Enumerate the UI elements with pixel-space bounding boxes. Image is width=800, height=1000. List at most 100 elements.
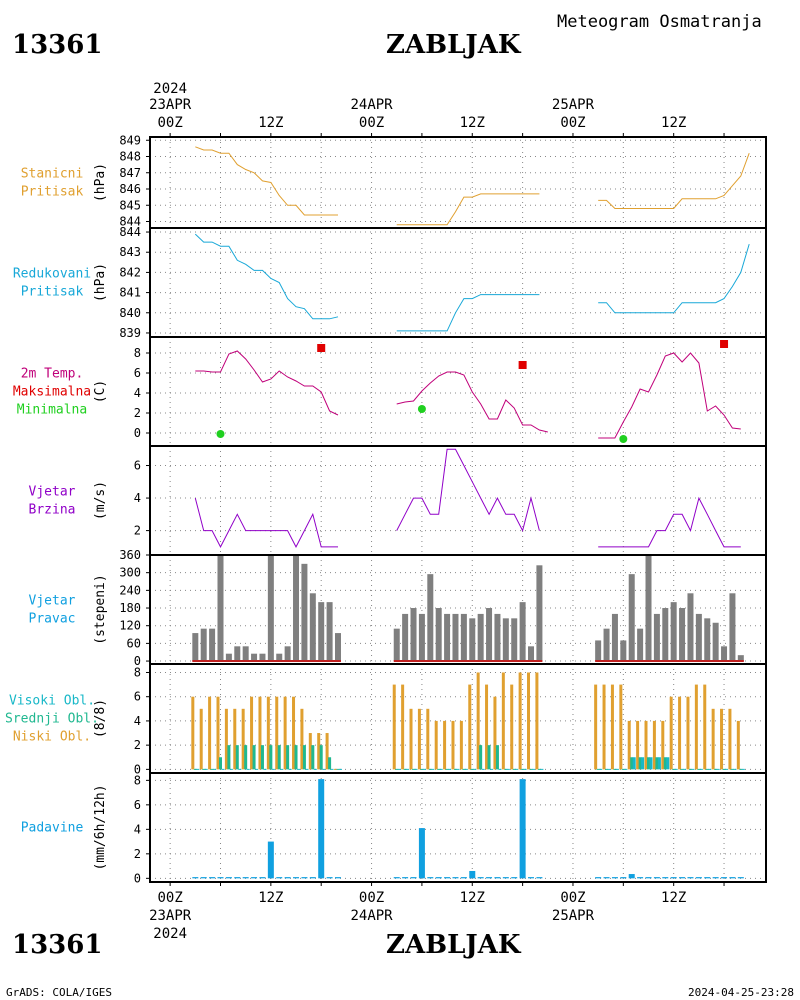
cloud-bar: [218, 757, 222, 770]
grads-credit: GrADS: COLA/IGES: [6, 986, 112, 999]
direction-bar: [653, 613, 660, 662]
generated-timestamp: 2024-04-25-23:28: [688, 986, 794, 999]
direction-bar: [595, 640, 602, 662]
y-tick-label: 8: [134, 665, 141, 679]
y-tick-label: 4: [134, 386, 141, 400]
direction-bar: [259, 653, 266, 662]
direction-bar: [611, 613, 618, 662]
panel-label: Pritisak: [21, 285, 84, 300]
bottom-time-label: 12Z: [258, 890, 283, 906]
station-name-bottom: ZABLJAK: [386, 930, 521, 960]
cloud-bar: [235, 745, 239, 770]
direction-bar: [267, 555, 274, 662]
precip-bar: [192, 877, 199, 879]
cloud-bar: [694, 684, 698, 770]
panel-label: Niski Obl.: [13, 730, 91, 745]
direction-bar: [410, 608, 417, 662]
panel-frame: [149, 227, 767, 338]
cloud-bar: [233, 708, 237, 770]
panel-frame: [149, 445, 767, 556]
precip-bar: [259, 877, 266, 879]
tmin-marker: [216, 430, 225, 438]
precip-bar: [217, 877, 224, 879]
precip-bar: [301, 877, 308, 879]
meteogram-title: Meteogram Osmatranja: [557, 12, 762, 32]
series-line: [396, 448, 540, 532]
cloud-bar: [241, 708, 245, 770]
top-time-label: 12Z: [258, 115, 283, 131]
direction-bar: [536, 565, 543, 662]
direction-bar: [334, 633, 341, 662]
panel-label: Vjetar: [29, 485, 76, 500]
precip-bar: [402, 877, 409, 879]
bottom-time-label: 12Z: [460, 890, 485, 906]
cloud-bar: [286, 745, 290, 770]
direction-bar: [251, 653, 258, 662]
panel-label: Redukovani: [13, 267, 91, 282]
cloud-bar: [666, 757, 670, 770]
y-tick-label: 843: [119, 245, 141, 259]
precip-bar: [502, 877, 509, 879]
cloud-bar: [275, 696, 279, 770]
direction-bar: [293, 555, 300, 662]
y-tick-label: 4: [134, 491, 141, 505]
panel-frame: [149, 772, 767, 883]
precip-bar: [469, 870, 476, 879]
direction-bar: [486, 608, 493, 662]
y-tick-label: 240: [119, 583, 141, 597]
top-time-label: 00Z: [560, 115, 585, 131]
y-tick-label: 6: [134, 798, 141, 812]
direction-bar: [326, 602, 333, 662]
tmax-marker: [317, 344, 326, 352]
panel-label: Brzina: [29, 503, 76, 518]
cloud-bar: [216, 696, 220, 770]
cloud-bar: [627, 720, 631, 770]
top-date-label: 25APR: [552, 97, 595, 113]
cloud-bar: [227, 745, 231, 770]
precip-bar: [536, 877, 543, 879]
series-line: [598, 496, 741, 548]
cloud-bar: [632, 757, 636, 770]
bottom-date-label: 23APR: [149, 908, 192, 924]
tmin-marker: [417, 405, 426, 413]
direction-bar: [729, 593, 736, 662]
panel-label: Pritisak: [21, 185, 84, 200]
series-line: [195, 350, 339, 416]
direction-bar: [528, 646, 535, 662]
panel-unit: (hPa): [93, 163, 108, 202]
precip-bar: [284, 877, 291, 879]
cloud-bar: [224, 708, 228, 770]
panel-label: 2m Temp.: [21, 367, 84, 382]
series-line: [598, 243, 750, 314]
cloud-bar: [661, 720, 665, 770]
y-tick-label: 2: [134, 406, 141, 420]
cloud-bar: [610, 684, 614, 770]
precip-bar: [326, 877, 333, 879]
y-tick-label: 840: [119, 306, 141, 320]
y-tick-label: 360: [119, 548, 141, 562]
precip-bar: [444, 877, 451, 879]
cloud-bar: [258, 696, 262, 770]
cloud-bar: [260, 745, 264, 770]
cloud-bar: [655, 757, 659, 770]
series-line: [195, 146, 338, 216]
y-tick-label: 60: [127, 636, 141, 650]
direction-bar: [234, 646, 241, 662]
direction-bar: [670, 602, 677, 662]
y-tick-label: 0: [134, 871, 141, 885]
direction-bar: [192, 633, 199, 662]
precip-bar: [729, 877, 736, 879]
y-tick-label: 846: [119, 182, 141, 196]
cloud-bar: [479, 745, 483, 770]
bottom-year-label: 2024: [153, 926, 187, 942]
cloud-bar: [495, 745, 499, 770]
series-line: [396, 371, 548, 433]
top-time-label: 12Z: [661, 115, 686, 131]
cloud-bar: [311, 745, 315, 770]
cloud-bar: [619, 684, 623, 770]
direction-bar: [427, 574, 434, 662]
precip-bar: [410, 877, 417, 879]
cloud-bar: [459, 720, 463, 770]
direction-bar: [477, 613, 484, 662]
cloud-bar: [266, 696, 270, 770]
